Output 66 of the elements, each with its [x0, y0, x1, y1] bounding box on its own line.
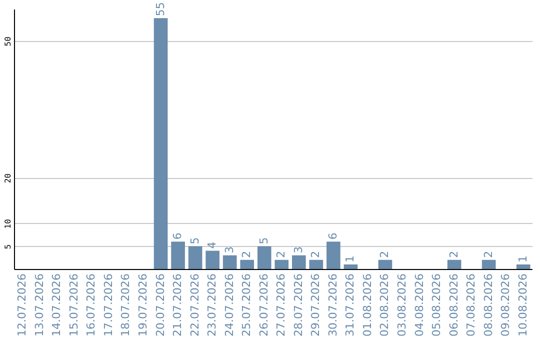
bar: [378, 260, 392, 269]
x-tick-label: 09.08.2026: [499, 274, 512, 336]
x-tick-label: 18.07.2026: [119, 274, 132, 336]
x-tick-label: 15.07.2026: [67, 274, 80, 336]
data-label: 3: [222, 246, 236, 254]
x-tick-label: 12.07.2026: [16, 274, 29, 336]
bar: [171, 242, 185, 269]
x-tick-label: 10.08.2026: [516, 274, 530, 336]
data-label: 2: [482, 250, 495, 258]
data-label: 5: [188, 237, 202, 244]
data-label: 6: [326, 232, 340, 240]
x-tick-label: 29.07.2026: [309, 274, 322, 336]
x-tick-label: 23.07.2026: [206, 274, 219, 336]
bar: [154, 18, 168, 269]
x-tick-label: 31.07.2026: [344, 274, 357, 336]
x-tick-label: 04.08.2026: [412, 274, 426, 336]
y-tick-label: 50: [4, 36, 12, 46]
bar: [309, 260, 324, 269]
bar: [222, 255, 237, 269]
x-tick-label: 21.07.2026: [171, 274, 184, 336]
bar: [274, 260, 289, 269]
x-tick-label: 19.07.2026: [136, 274, 150, 336]
x-tick-label: 26.07.2026: [257, 274, 270, 336]
x-tick-label: 07.08.2026: [464, 274, 478, 336]
x-tick-label: 13.07.2026: [32, 274, 46, 336]
bar: [206, 250, 220, 269]
bar: [344, 264, 358, 269]
data-label: 2: [240, 250, 254, 258]
x-tick-label: 25.07.2026: [240, 274, 254, 336]
data-label: 5: [257, 237, 270, 244]
data-label: 4: [206, 242, 219, 249]
x-tick-label: 22.07.2026: [188, 274, 202, 336]
y-tick-label: 20: [4, 173, 12, 184]
x-tick-label: 17.07.2026: [102, 274, 115, 336]
x-tick-label: 30.07.2026: [326, 274, 340, 336]
bar: [482, 260, 496, 269]
data-label: 3: [292, 246, 305, 254]
x-tick-label: 14.07.2026: [50, 274, 64, 336]
bar: [516, 264, 530, 269]
data-label: 55: [154, 2, 167, 16]
bar: [188, 246, 202, 269]
x-tick-label: 28.07.2026: [292, 274, 305, 336]
x-tick-label: 03.08.2026: [396, 274, 408, 336]
x-tick-label: 06.08.2026: [447, 274, 460, 336]
y-tick-label: 10: [4, 218, 12, 229]
x-tick-label: 08.08.2026: [482, 274, 495, 336]
x-tick-label: 24.07.2026: [222, 274, 236, 336]
x-tick-label: 01.08.2026: [360, 274, 374, 336]
bar: [257, 246, 272, 269]
data-label: 2: [447, 250, 460, 258]
data-label: 6: [171, 232, 184, 240]
data-label: 1: [344, 255, 357, 262]
data-label: 2: [378, 250, 392, 258]
x-tick-label: 20.07.2026: [154, 274, 167, 336]
x-tick-label: 02.08.2026: [378, 274, 392, 336]
y-tick-label: 5: [4, 244, 12, 250]
x-tick-label: 05.08.2026: [430, 274, 444, 336]
bar: [292, 255, 306, 269]
data-label: 2: [274, 250, 288, 258]
bar: [447, 260, 462, 269]
bar: [326, 242, 340, 269]
data-label: 1: [516, 255, 530, 262]
x-tick-label: 27.07.2026: [274, 274, 288, 336]
data-label: 2: [309, 250, 322, 258]
bar: [240, 260, 254, 269]
x-tick-label: 16.07.2026: [84, 274, 98, 336]
